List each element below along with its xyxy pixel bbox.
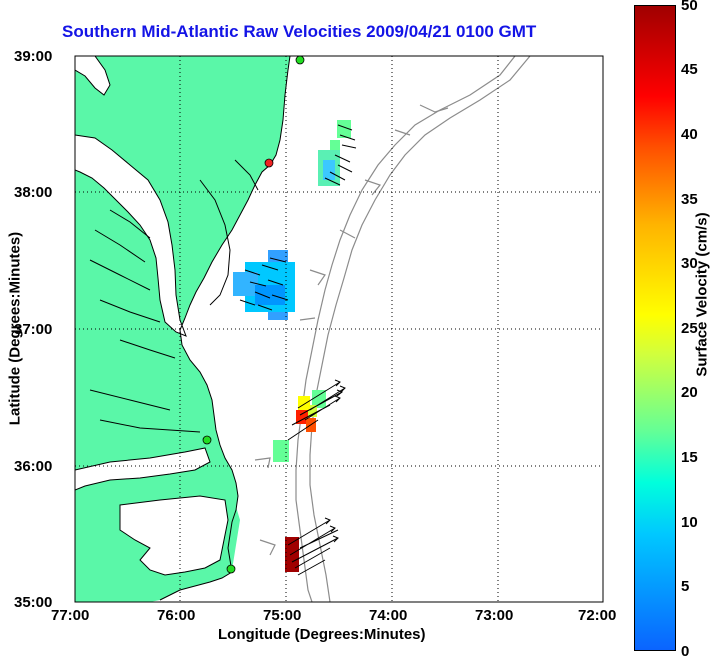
x-tick-label: 73:00 <box>475 607 514 624</box>
colorbar-tick-label: 30 <box>681 255 698 272</box>
y-tick-label: 36:00 <box>14 458 53 475</box>
x-tick-label: 77:00 <box>51 607 90 624</box>
delaware-bay <box>75 56 110 95</box>
chesapeake-bay <box>75 135 186 336</box>
radar-sites <box>202 56 305 574</box>
colorbar <box>634 5 676 651</box>
velocity-arrows <box>239 124 357 576</box>
y-tick-label: 38:00 <box>14 184 53 201</box>
pamlico-sound <box>120 496 228 575</box>
plot-frame <box>74 55 604 603</box>
y-tick-label: 37:00 <box>14 321 53 338</box>
colorbar-tick-label: 10 <box>681 514 698 531</box>
colorbar-label: Surface Velocity (cm/s) <box>693 212 711 377</box>
x-tick-label: 76:00 <box>157 607 196 624</box>
colorbar-tick-label: 5 <box>681 578 690 595</box>
albemarle-sound <box>75 448 210 490</box>
grid-lines <box>75 56 603 602</box>
x-tick-label: 72:00 <box>578 607 617 624</box>
x-axis-label: Longitude (Degrees:Minutes) <box>218 626 426 643</box>
y-tick-label: 35:00 <box>14 594 53 611</box>
colorbar-tick-label: 20 <box>681 384 698 401</box>
x-tick-label: 74:00 <box>369 607 408 624</box>
colorbar-tick-label: 15 <box>681 449 698 466</box>
colorbar-tick-label: 40 <box>681 126 698 143</box>
map-title: Southern Mid-Atlantic Raw Velocities 200… <box>62 22 537 41</box>
colorbar-tick-label: 45 <box>681 61 698 78</box>
coastline <box>75 56 291 601</box>
colorbar-tick-label: 25 <box>681 320 698 337</box>
barrier-islands <box>226 498 240 572</box>
colorbar-tick-label: 50 <box>681 0 698 14</box>
colorbar-tick-label: 0 <box>681 643 690 660</box>
bathymetry-contours <box>254 56 531 602</box>
y-axis-label: Latitude (Degrees:Minutes) <box>6 231 24 426</box>
colorbar-tick-label: 35 <box>681 191 698 208</box>
x-tick-label: 75:00 <box>263 607 302 624</box>
y-tick-label: 39:00 <box>14 48 53 65</box>
